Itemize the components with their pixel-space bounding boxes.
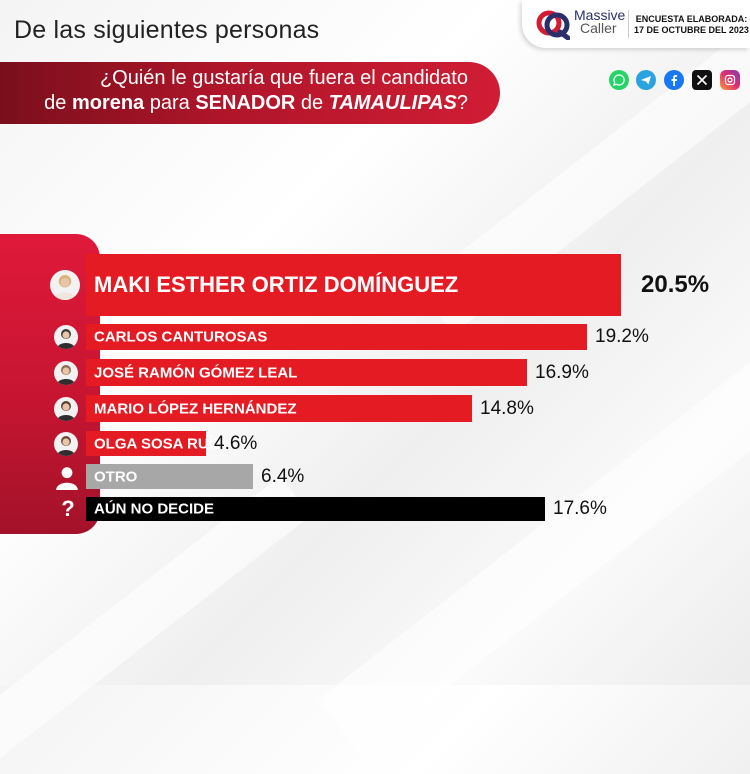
category-label: MAKI ESTHER ORTIZ DOMÍNGUEZ (94, 272, 459, 297)
bar: AÚN NO DECIDE (86, 497, 545, 521)
bar: OLGA SOSA RUÍZ (86, 431, 222, 456)
brand-badge: Massive Caller ENCUESTA ELABORADA: 17 DE… (522, 0, 750, 48)
survey-date: ENCUESTA ELABORADA: 17 DE OCTUBRE DEL 20… (634, 14, 749, 36)
avatar-icon (54, 325, 78, 349)
question-line-2: de morena para SENADOR de TAMAULIPAS? (44, 92, 468, 115)
avatar-icon (50, 270, 80, 300)
x-icon[interactable] (692, 70, 712, 90)
category-label: OTRO (94, 468, 138, 485)
category-label: CARLOS CANTUROSAS (94, 328, 268, 346)
page-title: De las siguientes personas (14, 16, 320, 44)
bar: OTRO (86, 464, 253, 489)
category-label: OLGA SOSA RUÍZ (94, 435, 223, 452)
bar: MAKI ESTHER ORTIZ DOMÍNGUEZ (86, 254, 621, 316)
category-label: MARIO LÓPEZ HERNÁNDEZ (94, 400, 297, 417)
question-word: para (149, 92, 190, 114)
question-mark: ? (456, 92, 468, 114)
question-banner: ¿Quién le gustaría que fuera el candidat… (0, 62, 500, 124)
question-line-1: ¿Quién le gustaría que fuera el candidat… (99, 67, 468, 89)
category-label: JOSÉ RAMÓN GÓMEZ LEAL (94, 364, 298, 381)
bar: MARIO LÓPEZ HERNÁNDEZ (86, 395, 472, 422)
question-state: TAMAULIPAS (328, 92, 457, 114)
survey-date-line-1: ENCUESTA ELABORADA: (635, 14, 748, 24)
value-label: 20.5% (641, 271, 710, 298)
brand-name: Massive Caller (574, 7, 626, 36)
question-party: morena (71, 92, 145, 114)
survey-date-line-2: 17 DE OCTUBRE DEL 2023 (634, 25, 749, 35)
whatsapp-icon[interactable] (609, 70, 629, 90)
value-label: 16.9% (535, 361, 589, 383)
question-mark-icon: ? (61, 496, 75, 521)
question-word: de (300, 92, 324, 114)
avatar-icon (54, 431, 78, 456)
value-label: 6.4% (261, 465, 305, 487)
value-label: 19.2% (595, 326, 649, 347)
facebook-icon[interactable] (664, 70, 684, 90)
avatar-icon (54, 360, 78, 385)
brand-name-line-1: Massive (574, 7, 626, 23)
massive-caller-logo-icon (536, 10, 570, 40)
brand-divider (628, 10, 629, 38)
value-label: 4.6% (214, 432, 258, 454)
question-word: de (44, 92, 67, 114)
avatar-icon (54, 396, 78, 421)
telegram-icon[interactable] (636, 70, 656, 90)
category-label: AÚN NO DECIDE (94, 500, 215, 518)
value-label: 17.6% (553, 498, 607, 519)
question-office: SENADOR (195, 92, 296, 114)
person-silhouette-icon (54, 464, 80, 490)
instagram-icon[interactable] (720, 70, 740, 90)
brand-name-line-2: Caller (580, 20, 617, 36)
bar: CARLOS CANTUROSAS (86, 324, 587, 350)
bar: JOSÉ RAMÓN GÓMEZ LEAL (86, 359, 527, 386)
value-label: 14.8% (480, 397, 534, 419)
